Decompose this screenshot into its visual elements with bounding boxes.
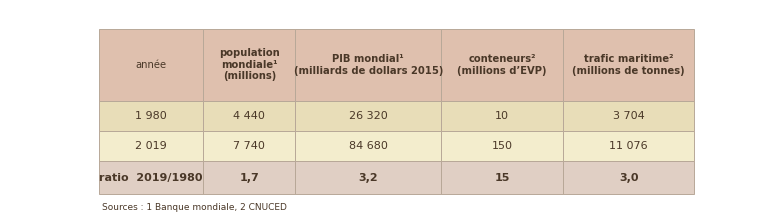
Bar xyxy=(99,162,203,194)
Bar xyxy=(296,101,441,131)
Bar xyxy=(296,162,441,194)
Bar xyxy=(441,162,563,194)
Bar xyxy=(296,29,441,101)
Text: 11 076: 11 076 xyxy=(609,141,648,151)
Bar xyxy=(203,29,296,101)
Text: PIB mondial¹
(milliards de dollars 2015): PIB mondial¹ (milliards de dollars 2015) xyxy=(293,54,443,76)
Text: 7 740: 7 740 xyxy=(233,141,265,151)
Text: 2 019: 2 019 xyxy=(135,141,167,151)
Text: 26 320: 26 320 xyxy=(349,111,388,121)
Text: 15: 15 xyxy=(495,173,510,183)
Bar xyxy=(441,131,563,162)
Text: conteneurs²
(millions d’EVP): conteneurs² (millions d’EVP) xyxy=(458,54,547,76)
Text: 1,7: 1,7 xyxy=(240,173,259,183)
Text: trafic maritime²
(millions de tonnes): trafic maritime² (millions de tonnes) xyxy=(572,54,685,76)
Text: 150: 150 xyxy=(492,141,513,151)
Bar xyxy=(296,131,441,162)
Bar xyxy=(563,131,694,162)
Bar xyxy=(563,101,694,131)
Text: 10: 10 xyxy=(495,111,509,121)
Text: 4 440: 4 440 xyxy=(233,111,265,121)
Bar xyxy=(441,101,563,131)
Bar xyxy=(99,29,203,101)
Bar xyxy=(99,101,203,131)
Text: Sources : 1 Banque mondiale, 2 CNUCED: Sources : 1 Banque mondiale, 2 CNUCED xyxy=(102,203,286,213)
Text: 84 680: 84 680 xyxy=(349,141,388,151)
Text: 3,2: 3,2 xyxy=(359,173,378,183)
Text: année: année xyxy=(135,60,167,70)
Text: ratio  2019/1980: ratio 2019/1980 xyxy=(99,173,203,183)
Bar xyxy=(203,131,296,162)
Text: 3 704: 3 704 xyxy=(613,111,644,121)
Bar xyxy=(203,101,296,131)
Bar xyxy=(99,131,203,162)
Text: 1 980: 1 980 xyxy=(135,111,167,121)
Text: population
mondiale¹
(millions): population mondiale¹ (millions) xyxy=(219,48,280,82)
Bar xyxy=(441,29,563,101)
Bar xyxy=(563,29,694,101)
Text: 3,0: 3,0 xyxy=(619,173,638,183)
Bar xyxy=(203,162,296,194)
Bar xyxy=(563,162,694,194)
